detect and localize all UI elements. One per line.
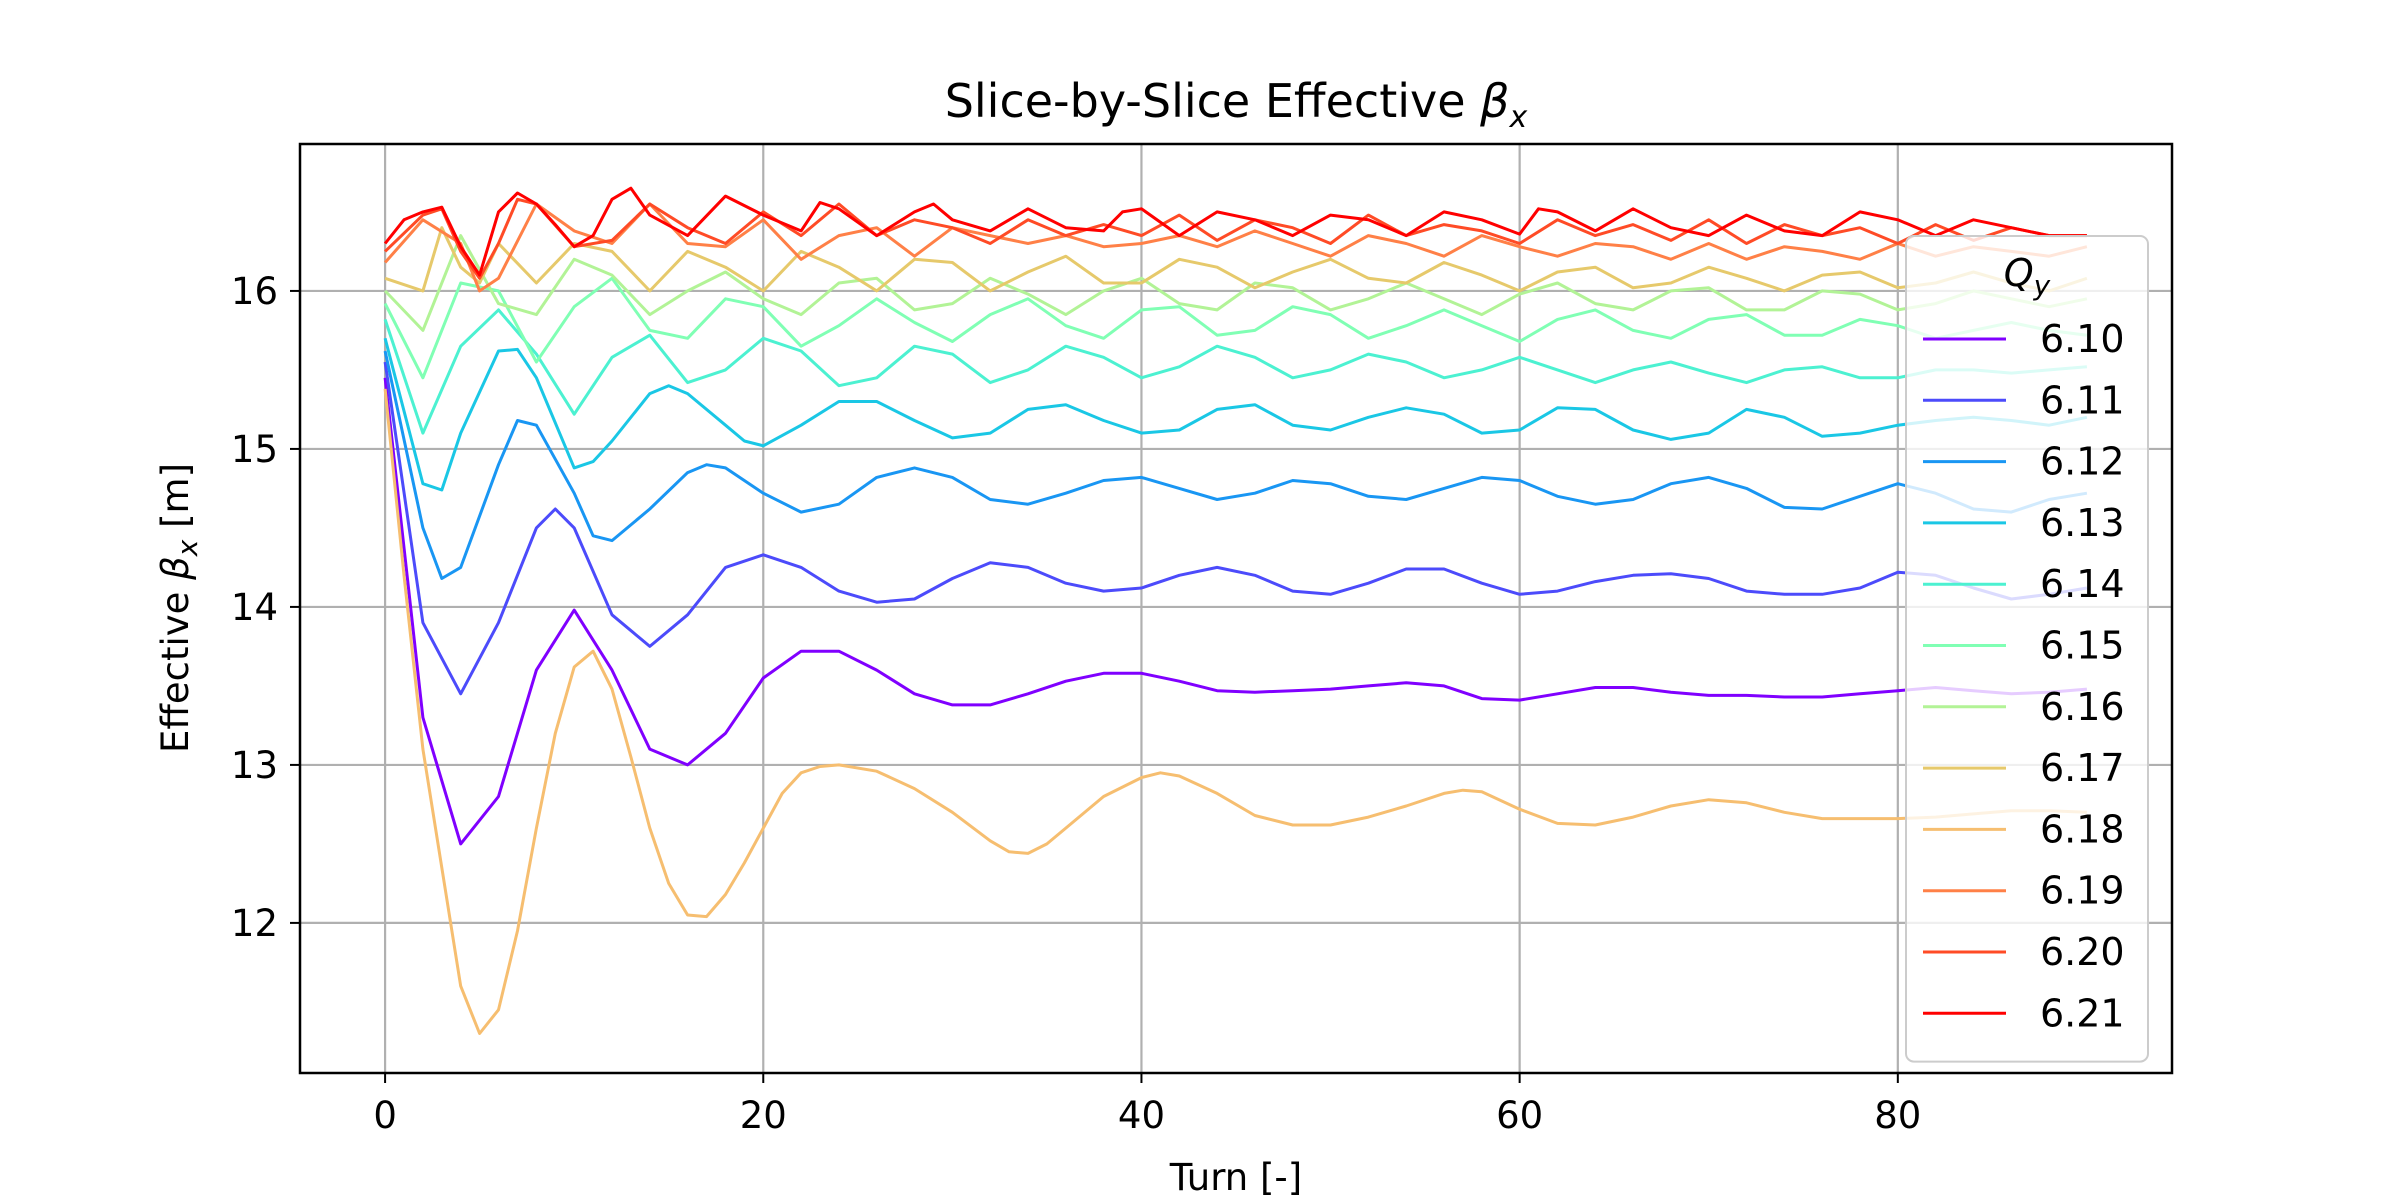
y-tick-label: 16: [231, 270, 278, 313]
legend-entry: 6.16: [2040, 685, 2125, 729]
x-tick-label: 40: [1118, 1094, 1165, 1137]
legend-entry: 6.12: [2040, 440, 2125, 484]
tick-labels: 0 20 40 60 80 12 13 14 15 16: [231, 270, 1921, 1137]
series-line-6.12: [383, 350, 2088, 580]
legend: Qy 6.10 6.11 6.12 6.13 6.14 6.15 6.16 6.17 6.18 6.…: [1905, 235, 2149, 1063]
x-tick-label: 60: [1496, 1094, 1543, 1137]
legend-box: [1905, 235, 2149, 1063]
series-line-6.10: [383, 377, 2088, 846]
legend-entry: 6.19: [2040, 869, 2125, 913]
plot-frame: [298, 142, 2174, 1075]
series-line-6.13: [383, 337, 2088, 492]
legend-entry: 6.20: [2040, 930, 2125, 974]
series-line-6.15: [383, 276, 2088, 380]
y-tick-label: 15: [231, 428, 278, 471]
series-line-6.11: [383, 361, 2088, 696]
series-line-6.18: [383, 388, 2087, 1035]
series-line-6.14: [383, 308, 2088, 435]
y-tick-label: 13: [231, 744, 278, 787]
y-axis-label: Effective βx [m]: [154, 463, 204, 753]
legend-title: Qy: [2004, 251, 2051, 302]
x-tick-label: 0: [373, 1094, 397, 1137]
legend-entry: 6.15: [2040, 624, 2125, 668]
legend-entry: 6.11: [2040, 378, 2125, 422]
legend-entry: 6.21: [2040, 991, 2125, 1035]
legend-entry: 6.14: [2040, 562, 2125, 606]
grid-lines: [300, 144, 2172, 1073]
legend-entry: 6.18: [2040, 807, 2125, 851]
y-tick-label: 12: [231, 902, 278, 945]
chart-title: Slice-by-Slice Effective βx: [945, 74, 1528, 135]
legend-entry: 6.13: [2040, 501, 2125, 545]
series-lines: [383, 186, 2088, 1035]
series-line-6.16: [384, 234, 2088, 332]
series-line-6.21: [383, 186, 2087, 277]
axis-ticks: [290, 289, 1899, 1083]
legend-entry: 6.10: [2040, 317, 2125, 361]
series-line-6.17: [384, 226, 2088, 293]
x-axis-label: Turn [-]: [1169, 1156, 1302, 1199]
x-tick-label: 80: [1874, 1094, 1921, 1137]
y-tick-label: 14: [231, 586, 278, 629]
x-tick-label: 20: [740, 1094, 787, 1137]
legend-entry: 6.17: [2040, 746, 2125, 790]
